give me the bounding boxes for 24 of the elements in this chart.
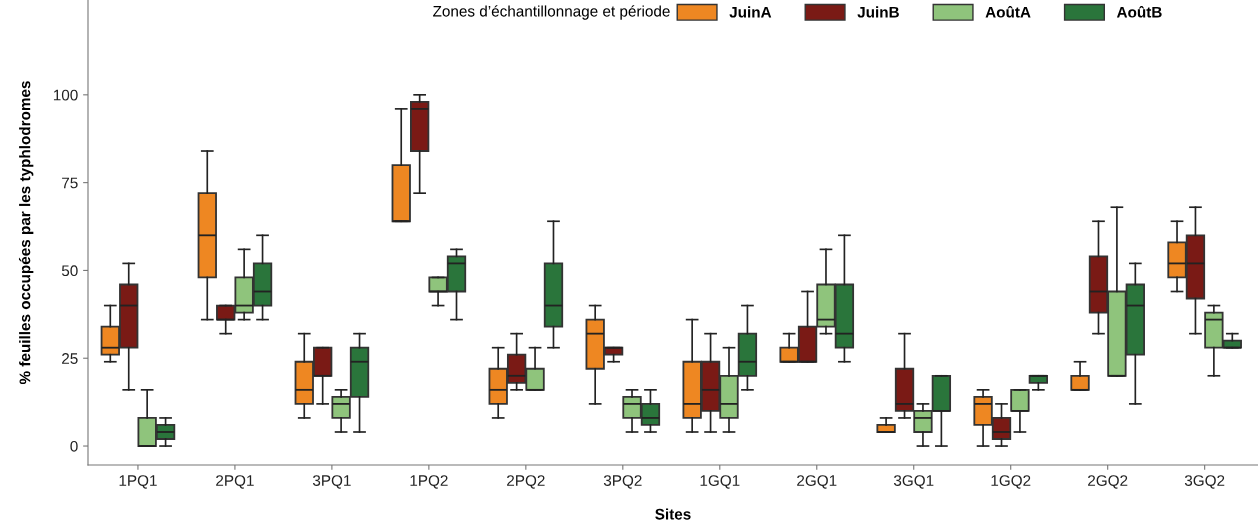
x-tick-label: 1GQ2 (991, 475, 1031, 489)
x-tick-label: 1GQ1 (700, 475, 740, 489)
y-tick-label: 100 (53, 89, 78, 101)
legend-title: Zones d’échantillonnage et période (433, 5, 670, 20)
x-tick-label: 1PQ2 (410, 475, 448, 489)
x-tick-label: 3PQ1 (312, 475, 351, 489)
x-tick-label: 2PQ1 (216, 475, 254, 489)
x-tick-label: 3GQ1 (893, 475, 934, 489)
x-tick-label: 2GQ2 (1088, 475, 1128, 489)
legend-label: JuinA (729, 6, 772, 18)
y-tick-label: 0 (70, 440, 78, 452)
y-tick-label: 25 (62, 353, 78, 364)
legend-label: AoûtA (985, 6, 1031, 18)
y-tick-label: 75 (62, 177, 78, 189)
legend-label: AoûtB (1116, 6, 1162, 18)
legend-label: JuinB (857, 6, 899, 18)
x-tick-label: 2GQ1 (797, 475, 837, 489)
x-tick-label: 3PQ2 (603, 475, 642, 489)
x-tick-label: 3GQ2 (1184, 475, 1225, 489)
y-tick-label: 50 (61, 265, 78, 277)
y-axis-title: % feuilles occupées par les typhlodromes (18, 81, 34, 385)
x-tick-label: 2PQ2 (507, 475, 545, 489)
x-tick-label: 1PQ1 (119, 475, 157, 489)
x-axis-title: Sites (655, 508, 691, 520)
